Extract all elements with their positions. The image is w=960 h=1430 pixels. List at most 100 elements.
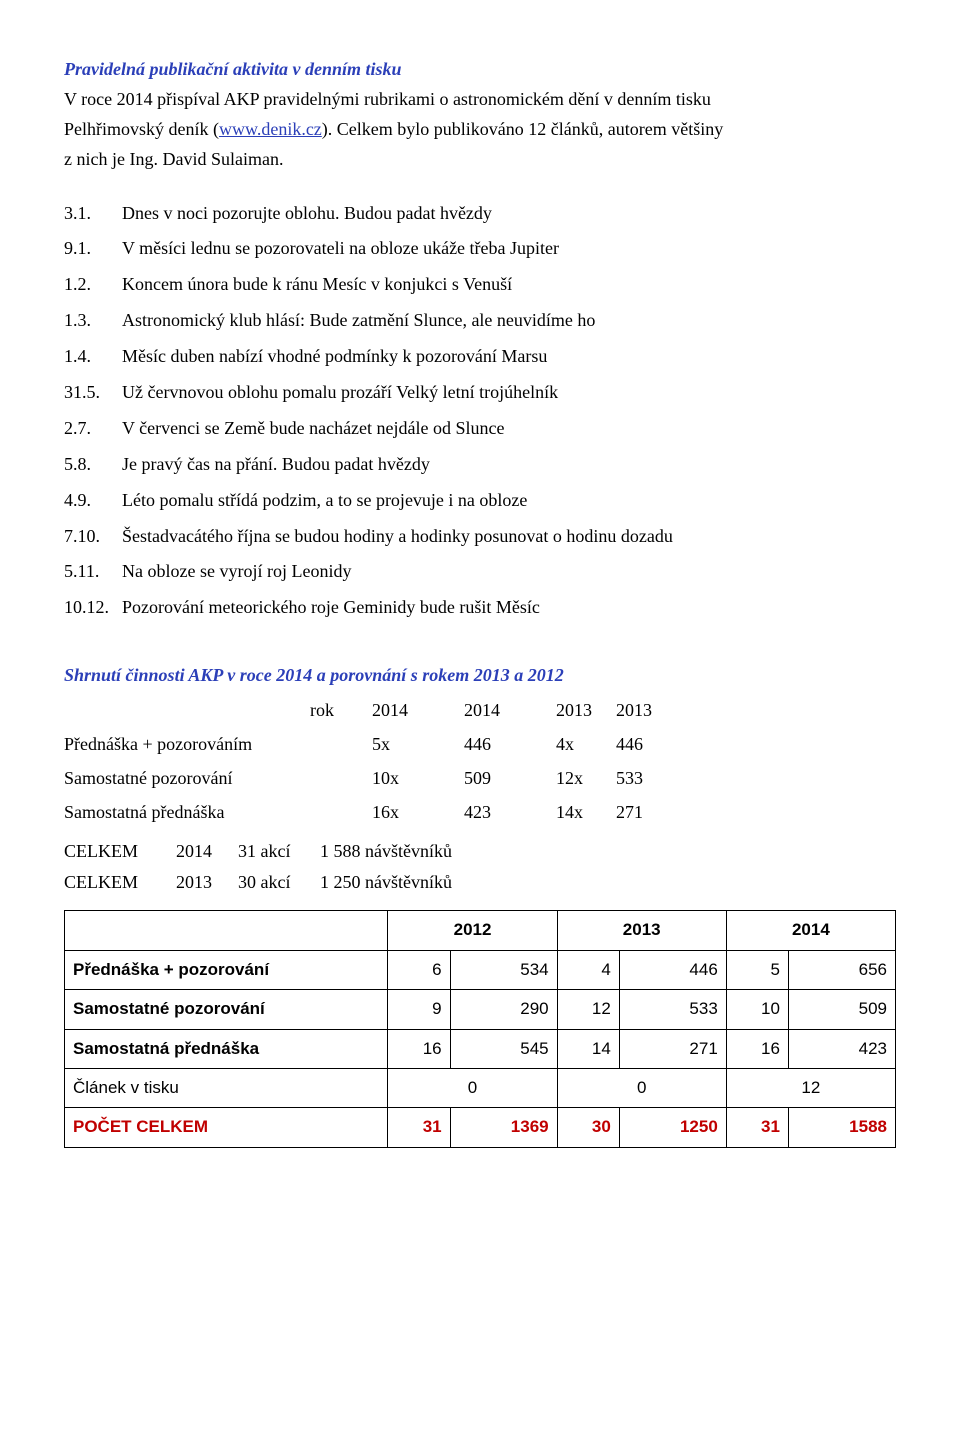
- table-rowlabel: Přednáška + pozorování: [65, 950, 388, 989]
- summary-cell: Samostatná přednáška: [64, 796, 310, 830]
- article-list-item: 1.2.Koncem února bude k ránu Mesíc v kon…: [64, 271, 896, 299]
- table-cell: 290: [450, 990, 557, 1029]
- totals-cell: 1 250 návštěvníků: [320, 869, 452, 897]
- table-cell: 12: [726, 1068, 895, 1107]
- totals-cell: CELKEM: [64, 869, 176, 897]
- table-cell: 446: [619, 950, 726, 989]
- article-item-number: 9.1.: [64, 235, 122, 263]
- article-item-text: V červenci se Země bude nacházet nejdále…: [122, 415, 896, 443]
- table-cell: 5: [726, 950, 788, 989]
- table-rowlabel: Samostatné pozorování: [65, 990, 388, 1029]
- intro-line-2a: Pelhřimovský deník (: [64, 119, 219, 139]
- article-list-item: 4.9.Léto pomalu střídá podzim, a to se p…: [64, 487, 896, 515]
- article-item-text: Šestadvacátého října se budou hodiny a h…: [122, 523, 896, 551]
- article-item-number: 10.12.: [64, 594, 122, 622]
- article-item-text: Léto pomalu střídá podzim, a to se proje…: [122, 487, 896, 515]
- article-list-item: 1.3.Astronomický klub hlásí: Bude zatměn…: [64, 307, 896, 335]
- summary-cell: 5x: [372, 728, 464, 762]
- article-item-number: 1.4.: [64, 343, 122, 371]
- table-cell: 271: [619, 1029, 726, 1068]
- article-item-number: 1.2.: [64, 271, 122, 299]
- table-header-year: 2012: [388, 911, 557, 950]
- table-rowlabel: POČET CELKEM: [65, 1108, 388, 1147]
- totals-cell: 2014: [176, 838, 238, 866]
- article-item-text: Měsíc duben nabízí vhodné podmínky k poz…: [122, 343, 896, 371]
- intro-line-1: V roce 2014 přispíval AKP pravidelnými r…: [64, 86, 896, 114]
- article-item-number: 4.9.: [64, 487, 122, 515]
- table-cell: 1588: [788, 1108, 895, 1147]
- article-item-number: 2.7.: [64, 415, 122, 443]
- summary-h-2: 2014: [464, 694, 556, 728]
- table-row-article: Článek v tisku 0 0 12: [65, 1068, 896, 1107]
- article-item-text: Koncem února bude k ránu Mesíc v konjukc…: [122, 271, 896, 299]
- totals-cell: CELKEM: [64, 838, 176, 866]
- section-heading-2: Shrnutí činnosti AKP v roce 2014 a porov…: [64, 662, 896, 690]
- intro-link[interactable]: www.denik.cz: [219, 119, 322, 139]
- table-cell: 656: [788, 950, 895, 989]
- summary-row: Přednáška + pozorováním 5x 446 4x 446: [64, 728, 676, 762]
- article-item-text: Astronomický klub hlásí: Bude zatmění Sl…: [122, 307, 896, 335]
- summary-h-3: 2013: [556, 694, 616, 728]
- totals-row: CELKEM 2014 31 akcí 1 588 návštěvníků: [64, 838, 896, 866]
- table-cell: 545: [450, 1029, 557, 1068]
- intro-line-3: z nich je Ing. David Sulaiman.: [64, 146, 896, 174]
- totals-cell: 2013: [176, 869, 238, 897]
- table-cell: 6: [388, 950, 450, 989]
- article-list-item: 1.4.Měsíc duben nabízí vhodné podmínky k…: [64, 343, 896, 371]
- article-list-item: 10.12.Pozorování meteorického roje Gemin…: [64, 594, 896, 622]
- article-item-text: Pozorování meteorického roje Geminidy bu…: [122, 594, 896, 622]
- summary-cell: 423: [464, 796, 556, 830]
- summary-table: rok 2014 2014 2013 2013 Přednáška + pozo…: [64, 694, 676, 830]
- summary-cell: 446: [616, 728, 676, 762]
- intro-line-2b: ). Celkem bylo publikováno 12 článků, au…: [322, 119, 723, 139]
- article-item-text: V měsíci lednu se pozorovateli na obloze…: [122, 235, 896, 263]
- summary-cell: 10x: [372, 762, 464, 796]
- summary-h-0: rok: [310, 694, 372, 728]
- article-list-item: 9.1.V měsíci lednu se pozorovateli na ob…: [64, 235, 896, 263]
- article-item-number: 7.10.: [64, 523, 122, 551]
- totals-cell: 31 akcí: [238, 838, 320, 866]
- summary-cell: 4x: [556, 728, 616, 762]
- table-header-blank: [65, 911, 388, 950]
- article-item-text: Na obloze se vyrojí roj Leonidy: [122, 558, 896, 586]
- summary-row: Samostatné pozorování 10x 509 12x 533: [64, 762, 676, 796]
- table-cell: 1369: [450, 1108, 557, 1147]
- totals-block: CELKEM 2014 31 akcí 1 588 návštěvníků CE…: [64, 838, 896, 897]
- table-cell: 16: [726, 1029, 788, 1068]
- table-cell: 9: [388, 990, 450, 1029]
- table-cell: 423: [788, 1029, 895, 1068]
- article-list-item: 5.8.Je pravý čas na přání. Budou padat h…: [64, 451, 896, 479]
- summary-cell: 509: [464, 762, 556, 796]
- intro-line-2: Pelhřimovský deník (www.denik.cz). Celke…: [64, 116, 896, 144]
- table-cell: 4: [557, 950, 619, 989]
- section-heading-1: Pravidelná publikační aktivita v denním …: [64, 56, 896, 84]
- article-item-text: Už červnovou oblohu pomalu prozáří Velký…: [122, 379, 896, 407]
- table-cell: 533: [619, 990, 726, 1029]
- article-item-number: 3.1.: [64, 200, 122, 228]
- article-list: 3.1.Dnes v noci pozorujte oblohu. Budou …: [64, 200, 896, 623]
- table-cell: 1250: [619, 1108, 726, 1147]
- totals-cell: 1 588 návštěvníků: [320, 838, 452, 866]
- table-cell: 31: [388, 1108, 450, 1147]
- table-rowlabel: Článek v tisku: [65, 1068, 388, 1107]
- table-row-total: POČET CELKEM 31 1369 30 1250 31 1588: [65, 1108, 896, 1147]
- table-cell: 30: [557, 1108, 619, 1147]
- article-list-item: 2.7.V červenci se Země bude nacházet nej…: [64, 415, 896, 443]
- summary-h-1: 2014: [372, 694, 464, 728]
- summary-cell: 533: [616, 762, 676, 796]
- table-cell: 509: [788, 990, 895, 1029]
- table-cell: 12: [557, 990, 619, 1029]
- table-cell: 14: [557, 1029, 619, 1068]
- article-list-item: 31.5.Už červnovou oblohu pomalu prozáří …: [64, 379, 896, 407]
- table-header-year: 2014: [726, 911, 895, 950]
- article-list-item: 5.11.Na obloze se vyrojí roj Leonidy: [64, 558, 896, 586]
- table-cell: 10: [726, 990, 788, 1029]
- intro-paragraph: V roce 2014 přispíval AKP pravidelnými r…: [64, 86, 896, 174]
- summary-cell: Přednáška + pozorováním: [64, 728, 310, 762]
- table-header-row: 2012 2013 2014: [65, 911, 896, 950]
- article-item-text: Je pravý čas na přání. Budou padat hvězd…: [122, 451, 896, 479]
- table-cell: 31: [726, 1108, 788, 1147]
- table-header-year: 2013: [557, 911, 726, 950]
- table-rowlabel: Samostatná přednáška: [65, 1029, 388, 1068]
- summary-cell: 12x: [556, 762, 616, 796]
